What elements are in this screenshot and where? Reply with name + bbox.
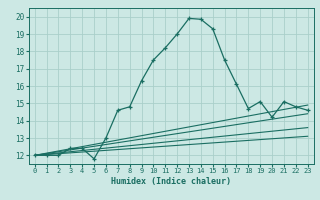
X-axis label: Humidex (Indice chaleur): Humidex (Indice chaleur) — [111, 177, 231, 186]
